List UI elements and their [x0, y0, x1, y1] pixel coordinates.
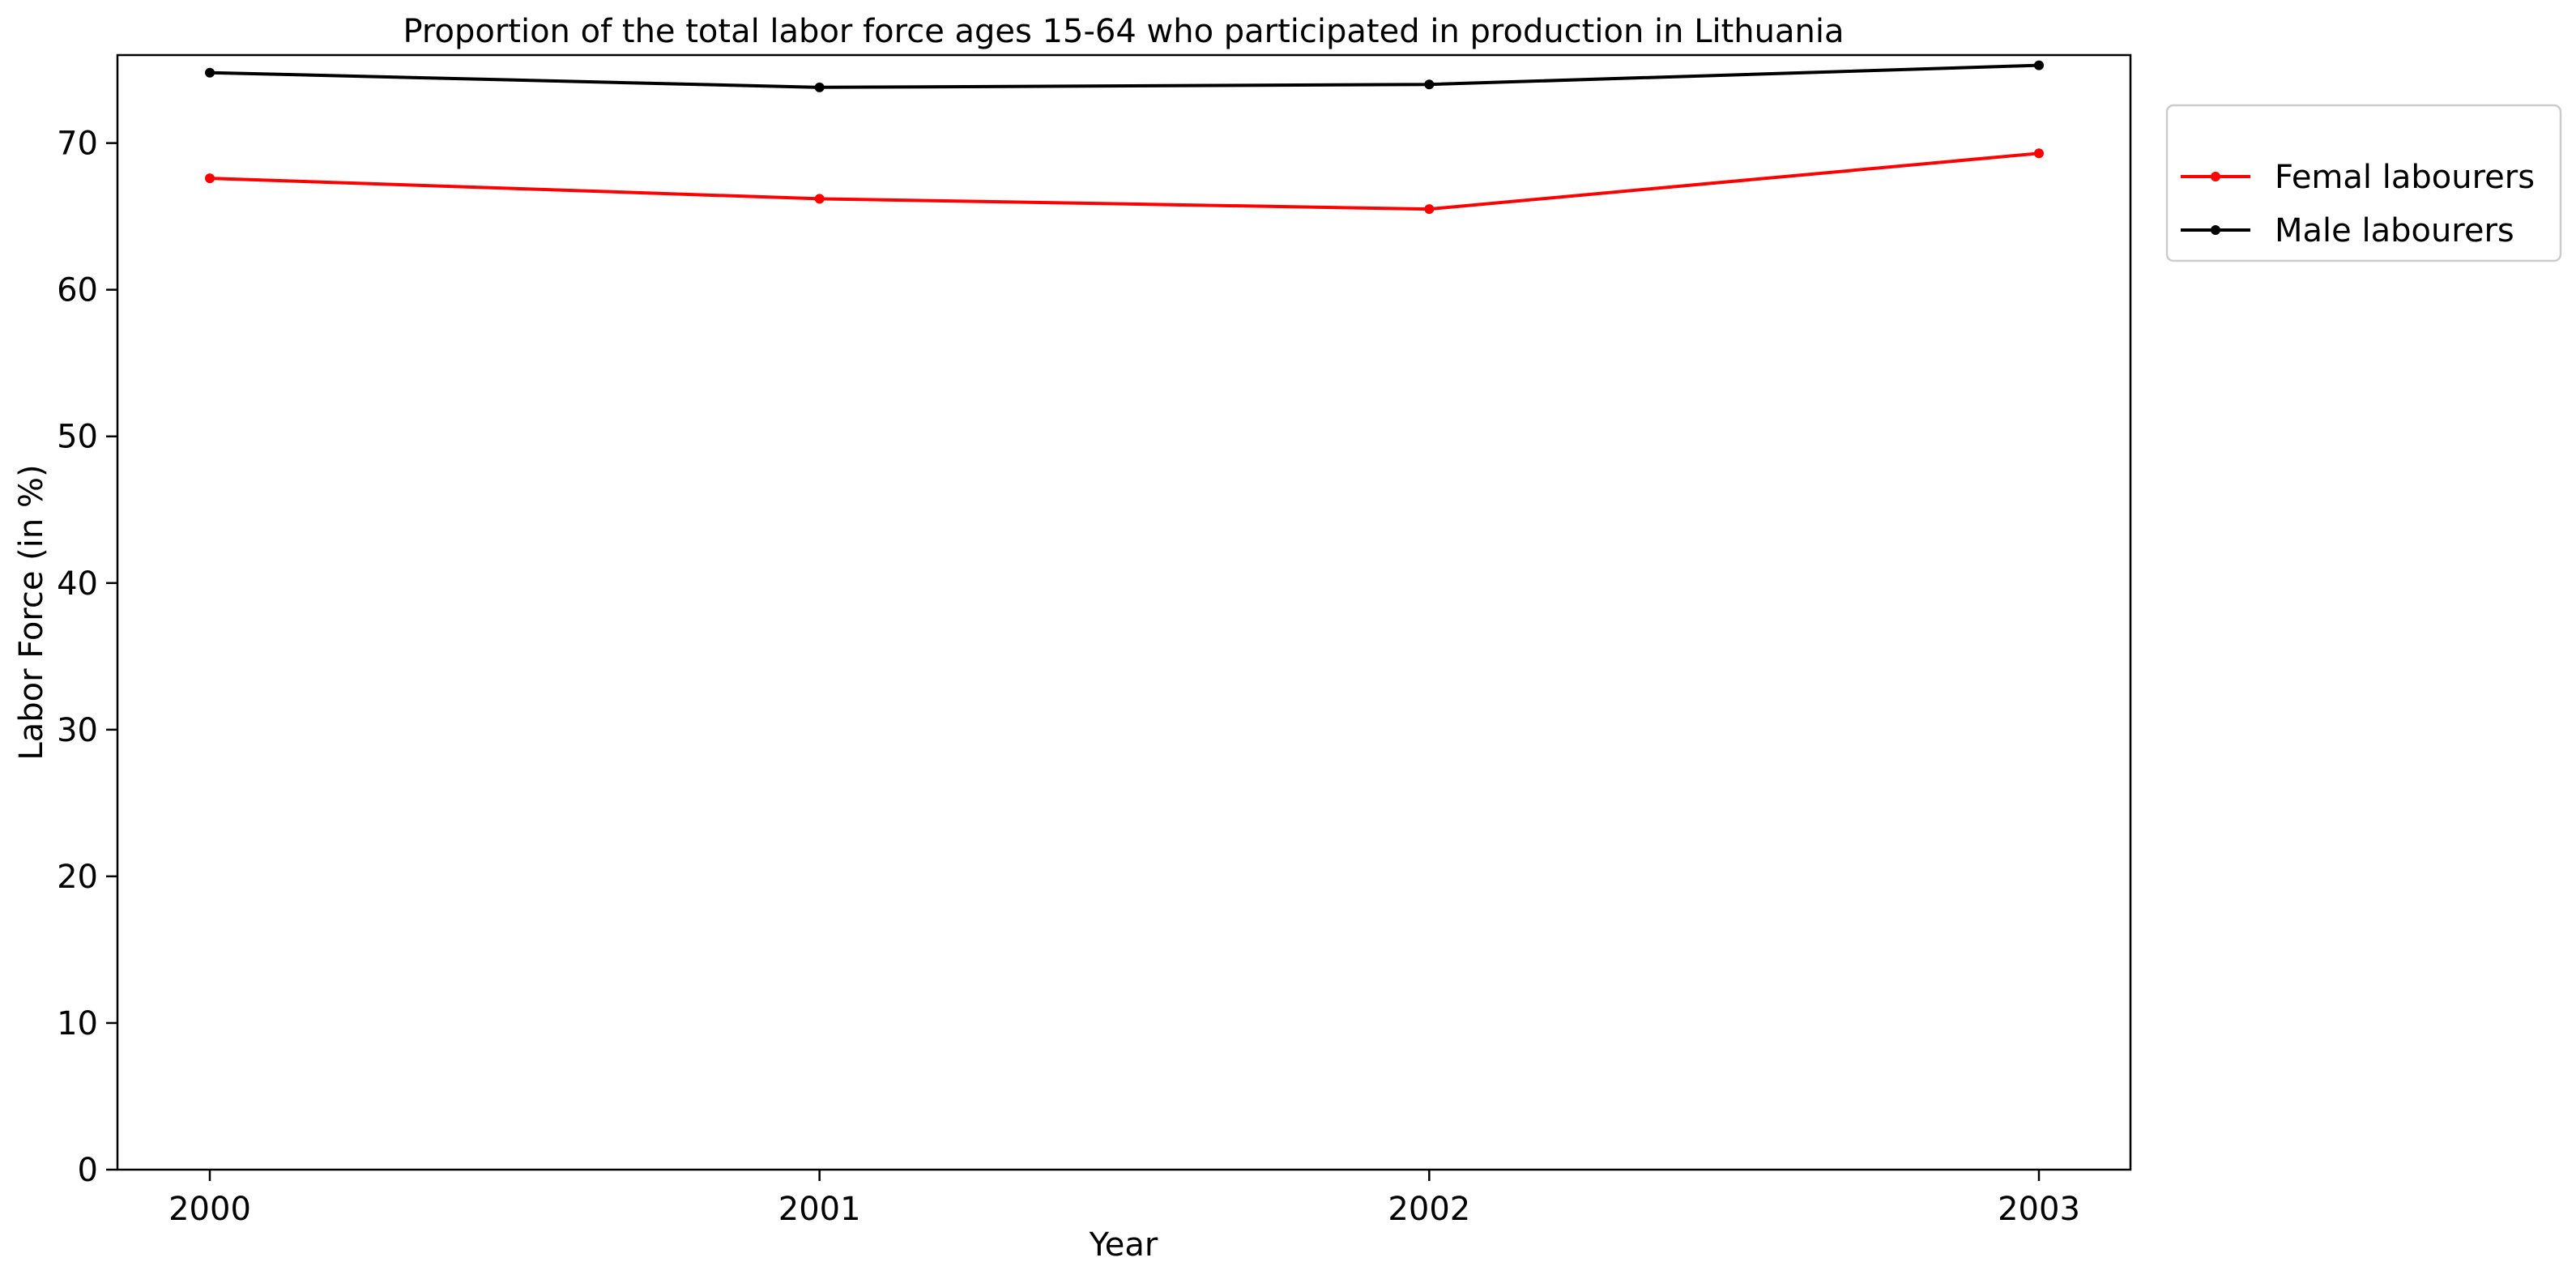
- x-tick-label: 2003: [1998, 1191, 2080, 1228]
- legend-label-femal-labourers: Femal labourers: [2275, 159, 2535, 196]
- series-line-male-labourers: [209, 63, 2040, 89]
- series-layer: [205, 60, 2044, 215]
- x-tick-label: 2000: [168, 1191, 251, 1228]
- y-tick-label: 20: [57, 859, 98, 896]
- x-tick-label: 2002: [1388, 1191, 1470, 1228]
- series-line-femal-labourers: [209, 151, 2040, 211]
- data-point-male-labourers: [814, 82, 825, 92]
- y-tick-label: 30: [57, 712, 98, 749]
- legend-marker-male-labourers: [2211, 225, 2220, 235]
- data-point-femal-labourers: [1424, 204, 1435, 215]
- data-point-femal-labourers: [2034, 148, 2044, 159]
- y-tick-label: 40: [57, 565, 98, 603]
- legend-label-male-labourers: Male labourers: [2275, 212, 2514, 249]
- data-point-male-labourers: [1424, 79, 1435, 90]
- y-tick-label: 0: [78, 1152, 98, 1189]
- data-point-male-labourers: [205, 67, 215, 78]
- x-axis-label: Year: [1089, 1226, 1158, 1264]
- x-tick-label: 2001: [778, 1191, 861, 1228]
- x-axis: 2000 2001 2002 2003: [168, 1170, 2080, 1228]
- plot-area: [116, 53, 2132, 1171]
- legend-frame: [2165, 104, 2562, 262]
- legend: Femal labourers Male labourers: [2165, 104, 2562, 262]
- y-tick-label: 70: [57, 126, 98, 163]
- legend-marker-femal-labourers: [2211, 172, 2220, 181]
- data-point-femal-labourers: [814, 194, 825, 204]
- y-tick-label: 10: [57, 1005, 98, 1042]
- y-axis: 0 10 20 30 40 50 60 70: [57, 126, 117, 1189]
- data-point-femal-labourers: [205, 173, 215, 184]
- data-point-male-labourers: [2034, 60, 2044, 70]
- y-axis-label: Labor Force (in %): [13, 464, 50, 760]
- y-tick-label: 50: [57, 419, 98, 456]
- y-tick-label: 60: [57, 272, 98, 309]
- chart-title: Proportion of the total labor force ages…: [403, 13, 1845, 50]
